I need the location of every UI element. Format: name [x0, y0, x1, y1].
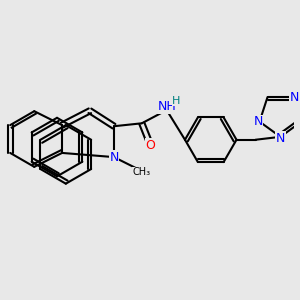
Text: NH: NH	[157, 100, 176, 113]
Text: CH₃: CH₃	[133, 167, 151, 178]
Text: O: O	[146, 139, 155, 152]
Text: N: N	[109, 151, 119, 164]
Text: N: N	[254, 115, 263, 128]
Text: N: N	[290, 91, 299, 103]
Text: N: N	[276, 132, 285, 145]
Text: H: H	[172, 96, 180, 106]
